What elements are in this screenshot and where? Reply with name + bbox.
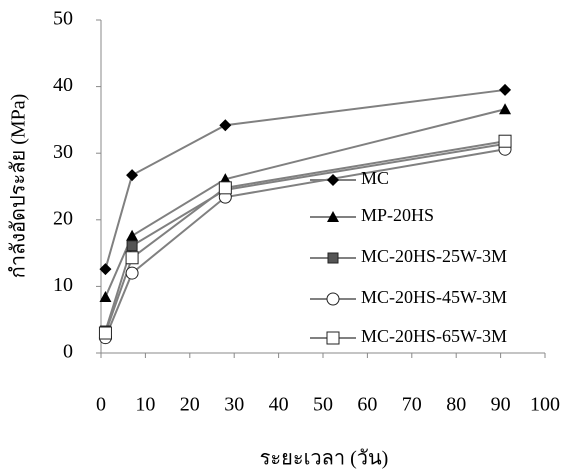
series-line: [104, 140, 506, 334]
series-line: [104, 88, 506, 270]
y-tick-label: 40: [53, 74, 73, 96]
marker: [499, 103, 512, 115]
legend-marker: [327, 174, 339, 186]
x-tick-label: 50: [313, 394, 333, 416]
series-line: [104, 148, 506, 339]
legend-label: MC-20HS-65W-3M: [361, 326, 507, 346]
legend-marker: [327, 252, 339, 264]
marker: [219, 119, 232, 132]
x-tick-label: 60: [357, 394, 377, 416]
series-line: [104, 108, 506, 298]
x-tick-label: 100: [530, 394, 560, 416]
marker: [125, 266, 139, 280]
legend-marker: [326, 331, 340, 345]
y-tick-label: 0: [63, 341, 73, 363]
x-axis-label: ระยะเวลา (วัน): [260, 448, 389, 470]
x-tick-label: 30: [224, 394, 244, 416]
marker: [98, 326, 112, 340]
x-tick-label: 80: [446, 394, 466, 416]
marker: [126, 240, 138, 252]
legend-label: MP-20HS: [361, 205, 434, 225]
legend-marker: [327, 211, 339, 222]
marker: [499, 83, 512, 96]
x-tick-label: 70: [402, 394, 422, 416]
marker: [99, 291, 112, 303]
x-tick-label: 20: [180, 394, 200, 416]
y-tick-label: 30: [53, 141, 73, 163]
x-tick-label: 0: [96, 394, 106, 416]
marker: [126, 169, 139, 182]
marker: [218, 181, 232, 195]
x-tick-label: 90: [491, 394, 511, 416]
legend-label: MC: [361, 168, 389, 188]
y-tick-label: 10: [53, 274, 73, 296]
legend-label: MC-20HS-45W-3M: [361, 287, 507, 307]
x-tick-label: 10: [135, 394, 155, 416]
x-tick-label: 40: [269, 394, 289, 416]
legend-marker: [326, 292, 340, 306]
series-line: [104, 142, 506, 332]
legend-label: MC-20HS-25W-3M: [361, 246, 507, 266]
marker: [126, 229, 139, 241]
marker: [125, 251, 139, 265]
y-axis-label: กำลังอัดประลัย (MPa): [8, 94, 30, 279]
marker: [99, 263, 112, 276]
y-tick-label: 20: [53, 207, 73, 229]
marker: [498, 134, 512, 148]
y-tick-label: 50: [53, 8, 73, 30]
